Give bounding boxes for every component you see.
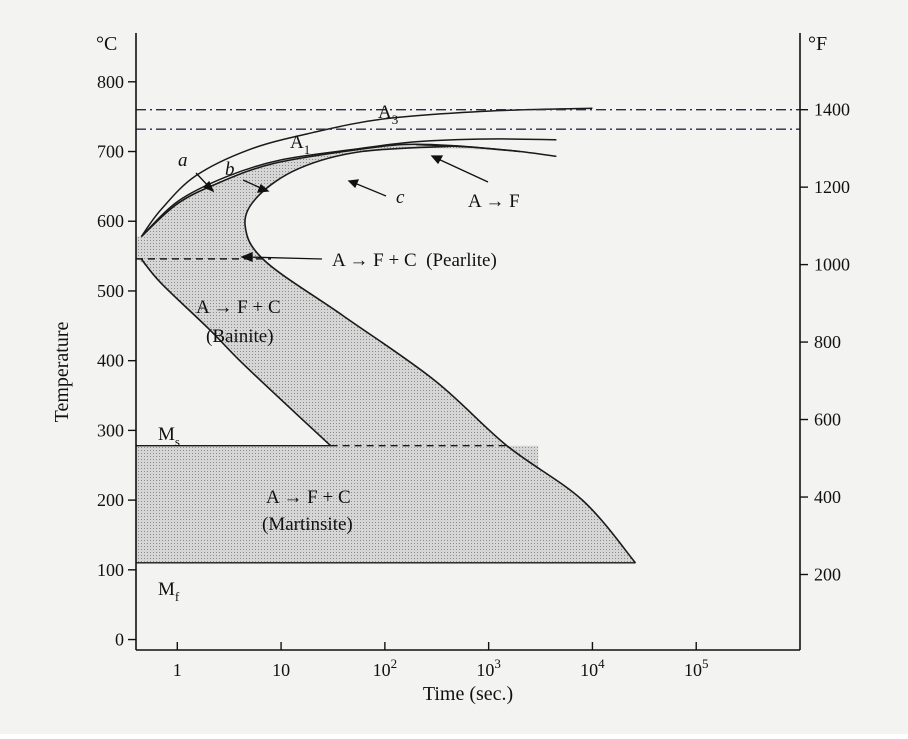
bainite-label-1: A → F + C (196, 297, 281, 318)
finish-curve (244, 145, 637, 564)
left-tick-label: 700 (97, 142, 124, 162)
arrowhead-pearlite (240, 252, 253, 262)
curve-a (140, 107, 593, 238)
right-tick-label: 400 (814, 487, 841, 507)
untransformed-region (136, 258, 331, 446)
right-tick-label: 600 (814, 410, 841, 430)
martensite-label-1: A → F + C (266, 487, 351, 508)
curve-layer (140, 107, 637, 564)
a3-label: A3 (378, 102, 398, 127)
x-tick-label: 104 (580, 656, 605, 680)
bainite-label-2: (Bainite) (206, 326, 274, 347)
left-tick-label: 500 (97, 281, 124, 301)
right-tick-label: 200 (814, 564, 841, 584)
martensite-label-2: (Martinsite) (262, 514, 353, 535)
martensite-region (136, 445, 539, 563)
right-tick-label: 1200 (814, 177, 850, 197)
left-tick-label: 800 (97, 72, 124, 92)
right-tick-label: 1000 (814, 255, 850, 275)
y-axis-title: Temperature (51, 321, 73, 422)
mf-label: Mf (158, 579, 180, 604)
curve-b (140, 138, 557, 238)
left-unit-label: °C (96, 33, 117, 55)
left-tick-label: 200 (97, 490, 124, 510)
curve-a-label: a (178, 150, 188, 171)
left-tick-label: 0 (115, 630, 124, 650)
curve-b-label: b (225, 159, 235, 180)
curve-c (416, 143, 557, 158)
tick-layer: 0 100 200 300 400 500 600 700 800 200 400 600 800 100… (97, 72, 850, 680)
arrowhead-af (430, 155, 444, 165)
arrowhead-c (347, 179, 360, 189)
left-tick-label: 600 (97, 211, 124, 231)
transformation-region-layer (136, 144, 636, 563)
right-unit-label: °F (808, 33, 827, 55)
left-tick-label: 100 (97, 560, 124, 580)
pearlite-label: A → F + C (Pearlite) (332, 250, 497, 271)
arrowhead-a (202, 180, 215, 193)
x-tick-label: 102 (373, 656, 398, 680)
left-tick-label: 300 (97, 420, 124, 440)
right-tick-label: 800 (814, 332, 841, 352)
a1-label: A1 (290, 132, 310, 157)
x-tick-label: 105 (684, 656, 709, 680)
curve-c-label: c (396, 187, 405, 208)
x-tick-label: 10 (272, 660, 290, 680)
ms-label: Ms (158, 424, 180, 449)
leader-arrows (195, 155, 489, 262)
arrowhead-b (256, 183, 270, 193)
bainite-lower-boundary (140, 258, 332, 447)
x-axis-title: Time (sec.) (423, 683, 513, 705)
x-tick-label: 103 (476, 656, 501, 680)
x-tick-label: 1 (173, 660, 182, 680)
right-tick-label: 1400 (814, 100, 850, 120)
af-label: A → F (468, 191, 520, 212)
arrow-c (351, 181, 387, 197)
arrow-af (435, 157, 489, 183)
left-tick-label: 400 (97, 351, 124, 371)
arrow-pearlite (245, 256, 323, 260)
